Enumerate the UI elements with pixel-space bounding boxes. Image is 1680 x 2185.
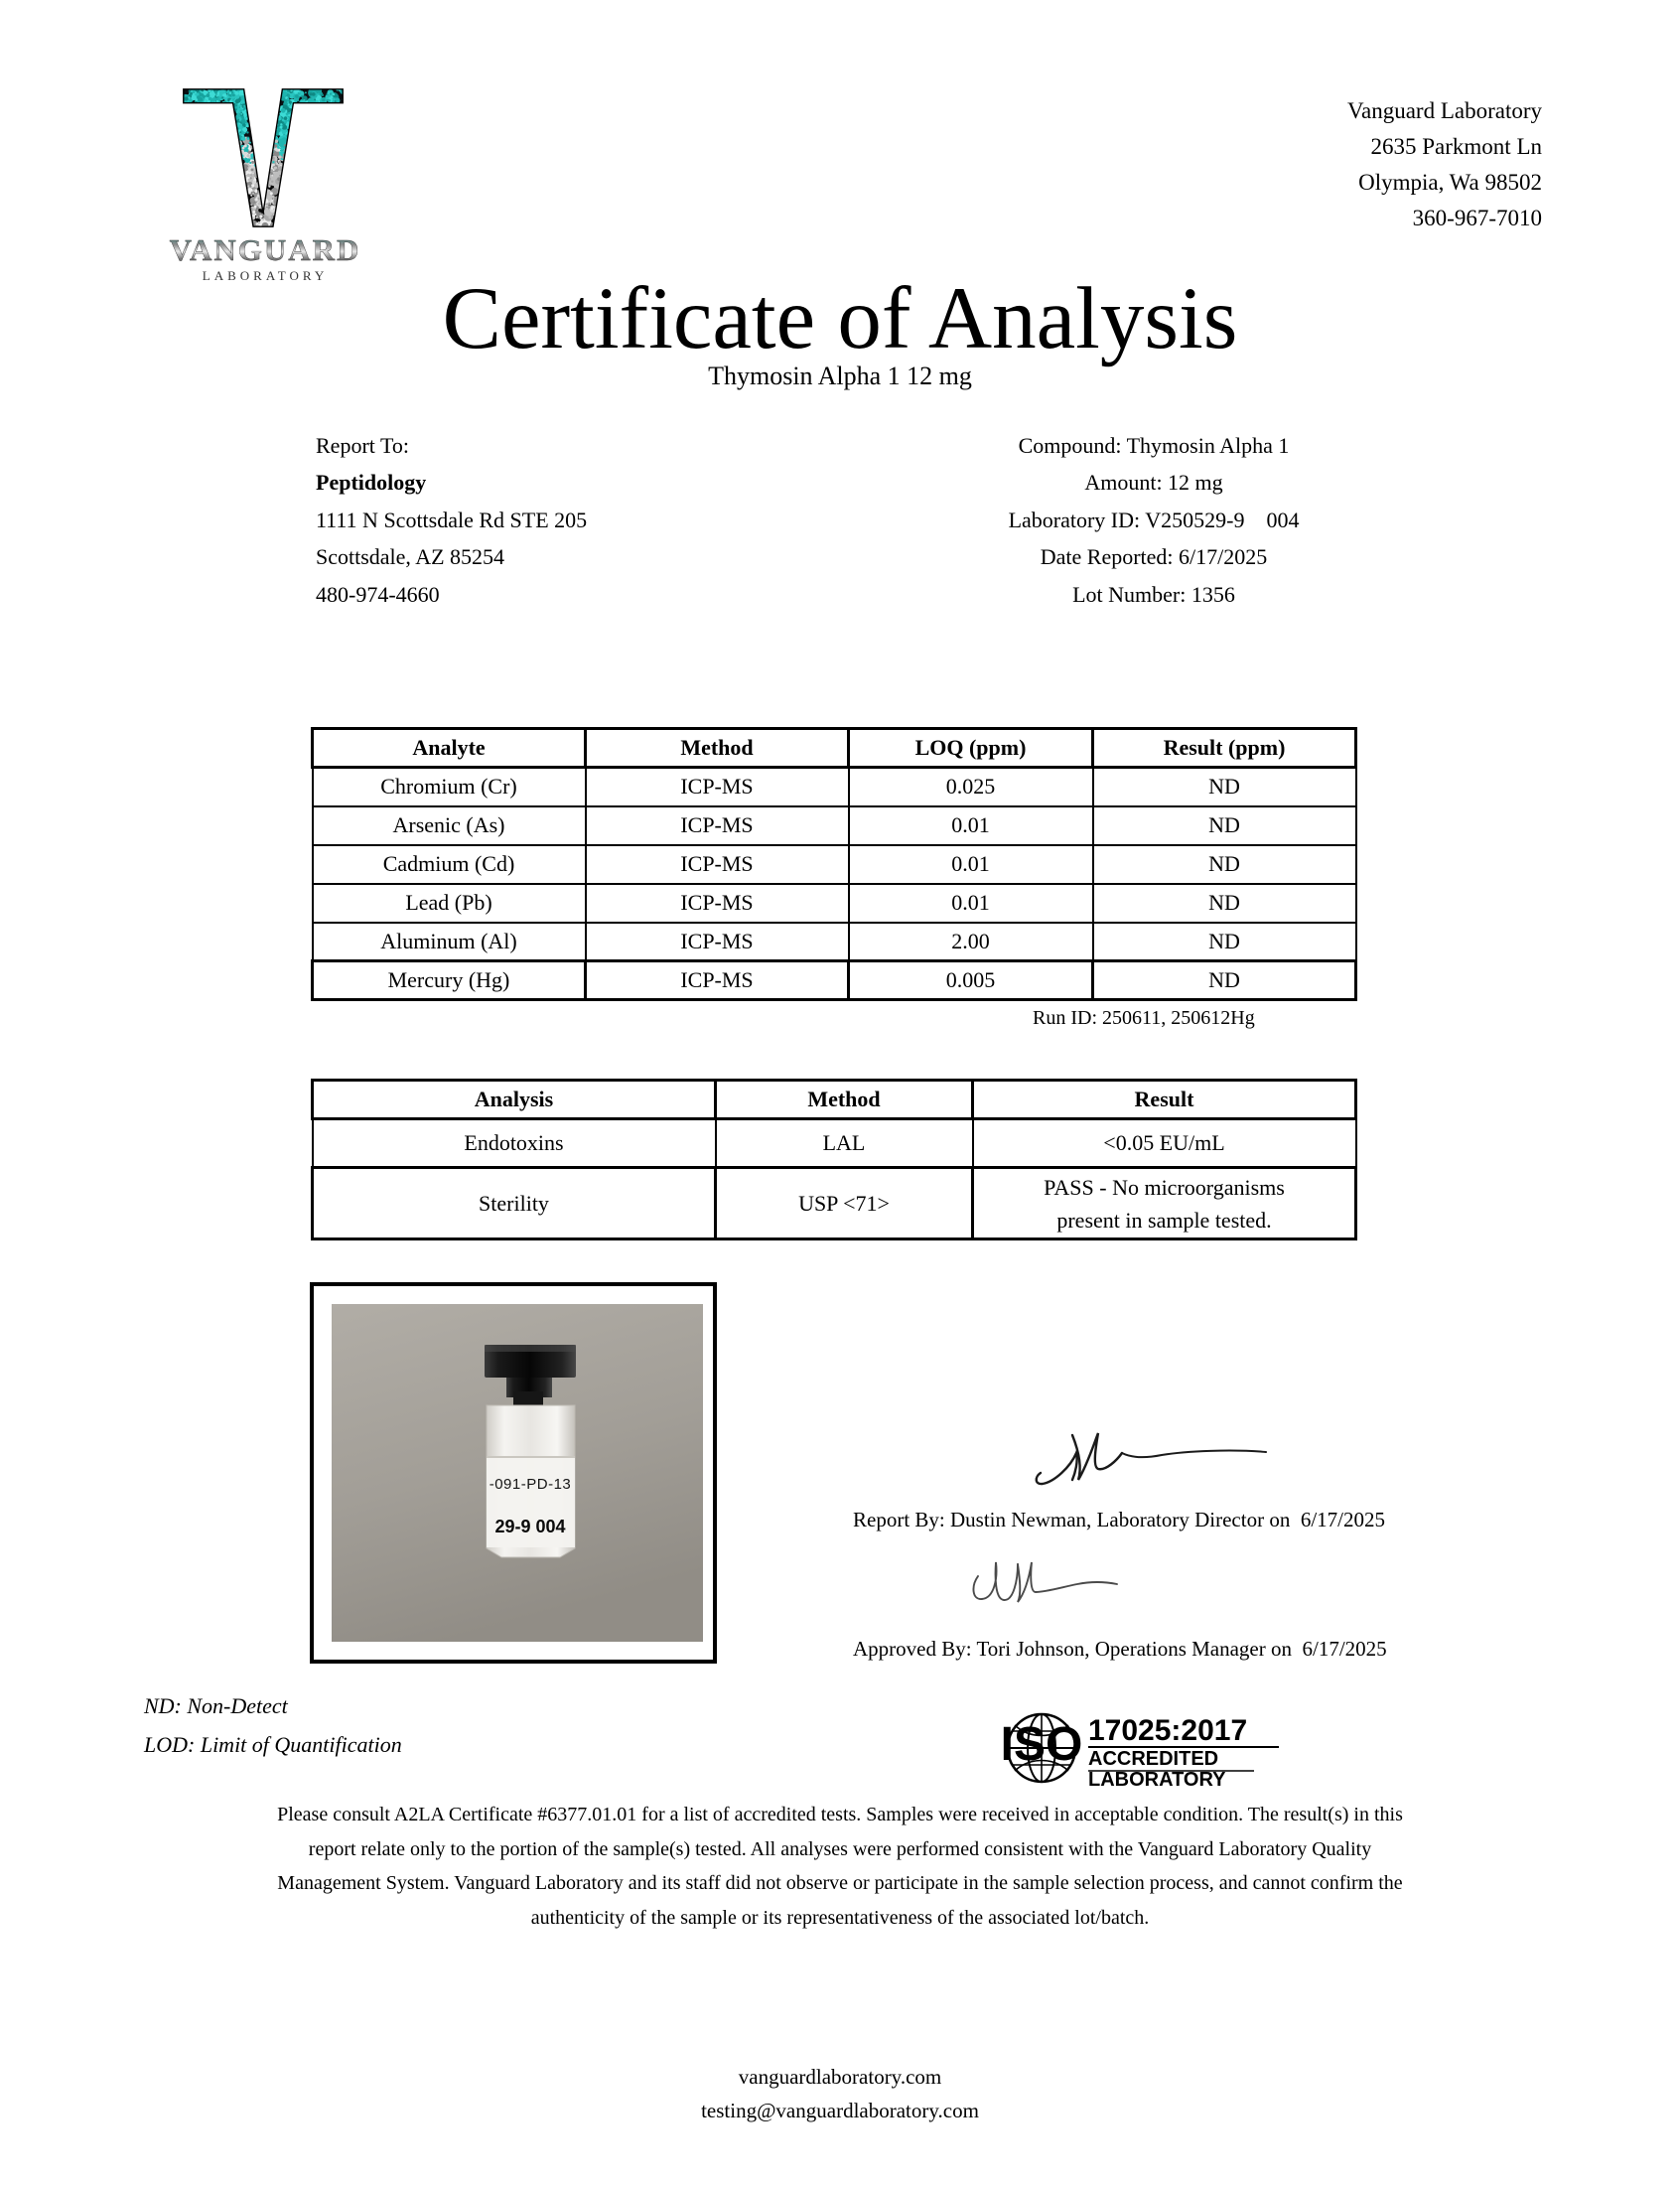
svg-text:LABORATORY: LABORATORY xyxy=(1088,1769,1226,1788)
svg-text:VANGUARD: VANGUARD xyxy=(170,232,361,267)
svg-text:-091-PD-13: -091-PD-13 xyxy=(490,1476,572,1493)
svg-text:29-9 004: 29-9 004 xyxy=(494,1517,565,1536)
svg-text:ACCREDITED: ACCREDITED xyxy=(1088,1748,1218,1770)
svg-text:17025:2017: 17025:2017 xyxy=(1088,1714,1247,1747)
svg-text:ISO: ISO xyxy=(1001,1718,1083,1771)
